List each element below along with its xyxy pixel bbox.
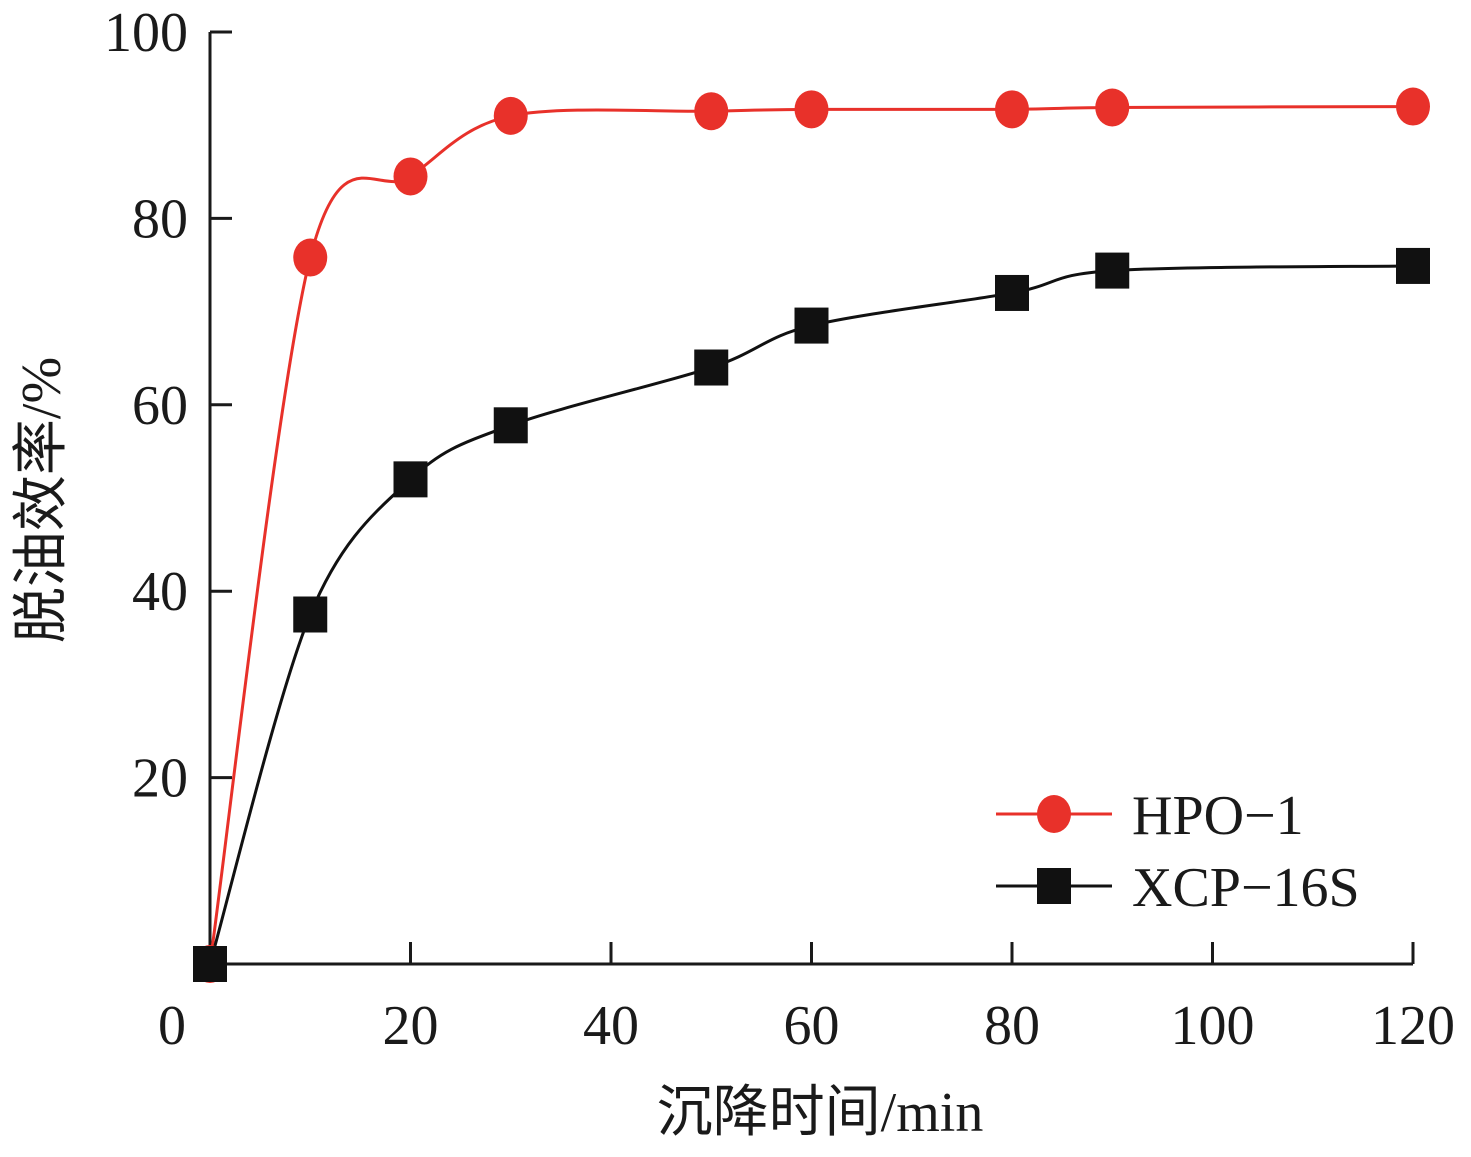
data-point-s1-5 — [794, 307, 829, 344]
data-point-s1-2 — [393, 461, 428, 498]
data-point-s0-7 — [1095, 88, 1130, 127]
y-tick-label: 20 — [132, 748, 188, 810]
legend-marker-0 — [1037, 795, 1071, 833]
data-point-s0-4 — [694, 92, 729, 131]
data-point-s1-7 — [1095, 252, 1130, 289]
y-axis-title: 脱油效率/% — [11, 357, 73, 643]
x-tick-label: 120 — [1371, 995, 1455, 1057]
data-point-s1-4 — [694, 349, 729, 386]
axes: 0 20 40 60 80 100 120 20 40 60 80 100 沉降时间/min 脱油效率/% — [11, 2, 1455, 1144]
x-tick-label: 20 — [383, 995, 439, 1057]
data-point-s0-5 — [794, 90, 829, 129]
legend-marker-1 — [1037, 868, 1071, 904]
legend-label-1: XCP−16S — [1132, 857, 1360, 919]
data-point-s1-1 — [293, 596, 328, 633]
y-tick-label: 100 — [104, 2, 188, 64]
x-tick-label: 100 — [1171, 995, 1255, 1057]
data-point-s1-3 — [493, 407, 528, 444]
x-axis-title: 沉降时间/min — [657, 1082, 984, 1144]
x-tick-label: 80 — [984, 995, 1040, 1057]
data-point-s0-6 — [995, 90, 1029, 129]
data-point-s1-8 — [1396, 247, 1430, 284]
series-markers — [193, 87, 1430, 983]
data-point-s0-2 — [393, 157, 428, 196]
series-line-0 — [208, 105, 1414, 965]
y-tick-label: 60 — [132, 375, 188, 437]
data-point-s1-6 — [995, 274, 1029, 311]
y-tick-label: 40 — [132, 561, 188, 623]
x-tick-label: 60 — [784, 995, 840, 1057]
x-tick-label: 40 — [583, 995, 639, 1057]
data-point-s0-1 — [293, 238, 328, 277]
data-point-s0-8 — [1396, 87, 1430, 126]
data-point-s0-3 — [493, 96, 528, 135]
x-tick-label: 0 — [158, 995, 186, 1057]
y-tick-label: 80 — [132, 188, 188, 250]
data-point-s1-0 — [193, 946, 227, 982]
legend: HPO−1 XCP−16S — [996, 785, 1360, 919]
legend-label-0: HPO−1 — [1132, 785, 1304, 847]
